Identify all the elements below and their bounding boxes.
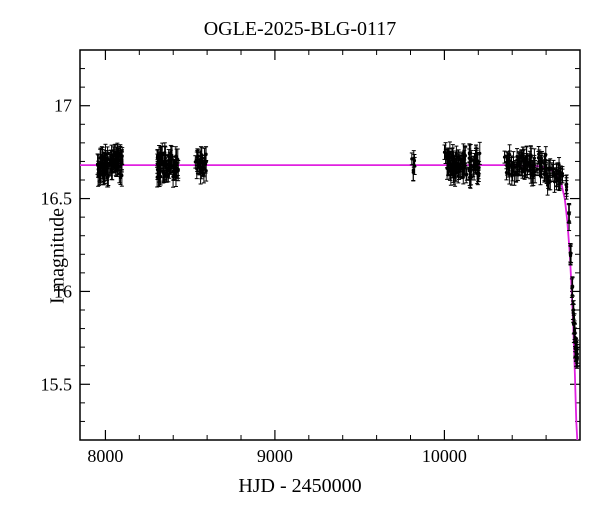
chart-container: OGLE-2025-BLG-0117 I magnitude HJD - 245…	[0, 0, 600, 512]
svg-text:16: 16	[54, 281, 72, 301]
svg-text:9000: 9000	[257, 446, 293, 466]
svg-text:16.5: 16.5	[41, 189, 73, 209]
svg-text:17: 17	[54, 96, 72, 116]
svg-text:15.5: 15.5	[41, 374, 73, 394]
svg-text:8000: 8000	[87, 446, 123, 466]
svg-text:10000: 10000	[422, 446, 467, 466]
plot-svg: 8000 9000 10000 15.5 16 16.5 17	[0, 0, 600, 512]
